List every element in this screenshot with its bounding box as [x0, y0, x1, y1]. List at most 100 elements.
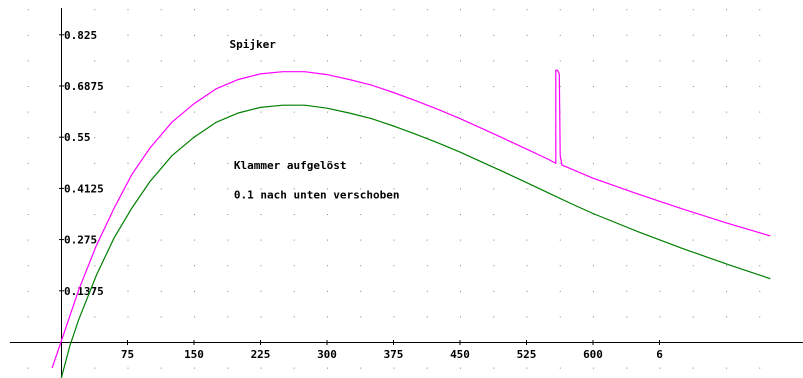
- grid-dot: [426, 316, 428, 318]
- grid-dot: [360, 265, 362, 267]
- y-tick-label: 0.1375: [64, 285, 104, 298]
- grid-dot: [360, 34, 362, 36]
- grid-dot: [27, 86, 29, 88]
- grid-dot: [227, 34, 229, 36]
- grid-dot: [27, 34, 29, 36]
- grid-dot: [94, 34, 96, 36]
- grid-dot: [559, 316, 561, 318]
- grid-dot: [692, 162, 694, 164]
- grid-dot: [160, 265, 162, 267]
- grid-dot: [759, 239, 761, 241]
- grid-dot: [759, 111, 761, 113]
- grid-dot: [692, 60, 694, 62]
- grid-dot: [726, 265, 728, 267]
- grid-dot: [626, 239, 628, 241]
- grid-dot: [526, 60, 528, 62]
- grid-dot: [260, 188, 262, 190]
- grid-dot: [327, 316, 329, 318]
- grid-dot: [393, 86, 395, 88]
- grid-dot: [593, 34, 595, 36]
- grid-dot: [626, 34, 628, 36]
- grid-dot: [194, 214, 196, 216]
- grid-dot: [27, 137, 29, 139]
- grid-dot: [726, 290, 728, 292]
- grid-dot: [426, 290, 428, 292]
- x-tick-label: 450: [450, 348, 470, 361]
- grid-dot: [526, 367, 528, 369]
- grid-dot: [726, 162, 728, 164]
- grid-dots: [27, 9, 761, 369]
- annotation-text: 0.1 nach unten verschoben: [234, 189, 400, 202]
- grid-dot: [559, 86, 561, 88]
- grid-dot: [360, 86, 362, 88]
- x-tick-label: 300: [317, 348, 337, 361]
- grid-dot: [493, 86, 495, 88]
- grid-dot: [260, 239, 262, 241]
- grid-dot: [559, 290, 561, 292]
- grid-dot: [526, 34, 528, 36]
- grid-dot: [194, 188, 196, 190]
- grid-dot: [293, 34, 295, 36]
- grid-dot: [260, 290, 262, 292]
- grid-dot: [759, 265, 761, 267]
- grid-dot: [559, 214, 561, 216]
- grid-dot: [593, 162, 595, 164]
- grid-dot: [94, 162, 96, 164]
- grid-dot: [260, 265, 262, 267]
- grid-dot: [293, 367, 295, 369]
- grid-dot: [460, 188, 462, 190]
- curves: [51, 69, 771, 378]
- grid-dot: [194, 9, 196, 11]
- grid-dot: [327, 137, 329, 139]
- axis-ticks: 75 150 225 300 375 450 525 600 6 0.1375 0.275 0.412…: [59, 29, 663, 361]
- grid-dot: [692, 367, 694, 369]
- grid-dot: [160, 214, 162, 216]
- grid-dot: [493, 9, 495, 11]
- grid-dot: [759, 86, 761, 88]
- grid-dot: [327, 9, 329, 11]
- grid-dot: [360, 9, 362, 11]
- grid-dot: [227, 290, 229, 292]
- grid-dot: [759, 137, 761, 139]
- grid-dot: [526, 316, 528, 318]
- grid-dot: [227, 60, 229, 62]
- grid-dot: [393, 316, 395, 318]
- grid-dot: [160, 188, 162, 190]
- grid-dot: [493, 60, 495, 62]
- grid-dot: [759, 214, 761, 216]
- grid-dot: [659, 86, 661, 88]
- grid-dot: [27, 188, 29, 190]
- grid-dot: [526, 265, 528, 267]
- grid-dot: [360, 239, 362, 241]
- grid-dot: [127, 86, 129, 88]
- grid-dot: [559, 60, 561, 62]
- grid-dot: [360, 316, 362, 318]
- series-line-1: [51, 69, 771, 369]
- grid-dot: [393, 290, 395, 292]
- grid-dot: [626, 60, 628, 62]
- grid-dot: [726, 86, 728, 88]
- grid-dot: [94, 137, 96, 139]
- grid-dot: [293, 86, 295, 88]
- grid-dot: [360, 290, 362, 292]
- grid-dot: [227, 316, 229, 318]
- grid-dot: [526, 290, 528, 292]
- grid-dot: [94, 188, 96, 190]
- grid-dot: [493, 162, 495, 164]
- x-tick-label: 75: [121, 348, 134, 361]
- grid-dot: [360, 111, 362, 113]
- grid-dot: [94, 111, 96, 113]
- grid-dot: [759, 367, 761, 369]
- grid-dot: [559, 188, 561, 190]
- grid-dot: [426, 137, 428, 139]
- grid-dot: [194, 60, 196, 62]
- grid-dot: [194, 111, 196, 113]
- grid-dot: [593, 316, 595, 318]
- grid-dot: [526, 188, 528, 190]
- grid-dot: [726, 60, 728, 62]
- grid-dot: [593, 9, 595, 11]
- grid-dot: [460, 111, 462, 113]
- grid-dot: [327, 162, 329, 164]
- grid-dot: [360, 367, 362, 369]
